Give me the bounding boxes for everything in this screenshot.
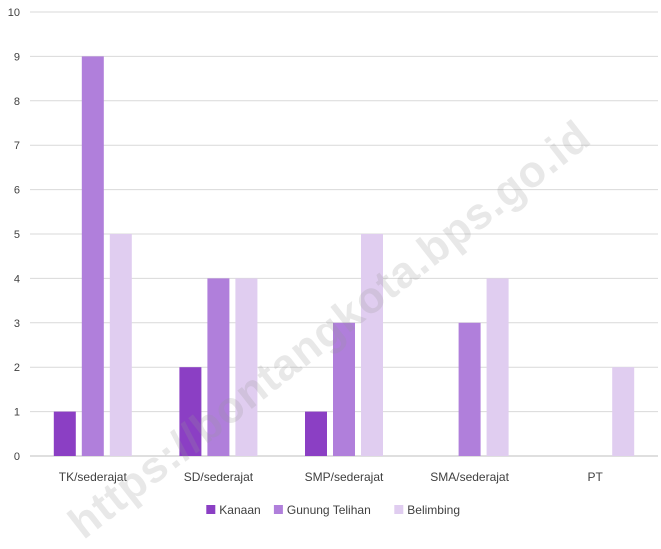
- bar: [179, 367, 202, 456]
- y-tick-label: 6: [14, 185, 20, 197]
- legend-label: Kanaan: [219, 503, 260, 517]
- bar: [361, 234, 383, 456]
- y-tick-label: 2: [14, 362, 20, 374]
- x-tick-label: SMP/sederajat: [305, 470, 384, 484]
- y-tick-label: 5: [14, 229, 20, 241]
- y-tick-label: 3: [14, 318, 20, 330]
- y-tick-label: 1: [14, 407, 20, 419]
- legend-swatch: [273, 505, 283, 514]
- bar: [53, 411, 76, 456]
- legend-swatch: [206, 505, 216, 514]
- y-tick-label: 8: [14, 96, 20, 108]
- chart-svg: 0 1 2 3 4 5 6 7 8 9 10 TK/sederajat SD/sederajat SMP/…: [8, 7, 658, 517]
- y-tick-label: 4: [14, 273, 20, 285]
- bar: [305, 411, 327, 456]
- legend-label: Gunung Telihan: [287, 503, 371, 517]
- bar: [486, 278, 509, 456]
- x-tick-label: SD/sederajat: [184, 470, 254, 484]
- x-tick-label: PT: [588, 470, 604, 484]
- legend-label: Belimbing: [407, 503, 460, 517]
- x-tick-label: TK/sederajat: [59, 470, 128, 484]
- x-tick-label: SMA/sederajat: [430, 470, 509, 484]
- bar: [81, 56, 104, 457]
- bar: [207, 278, 230, 456]
- y-tick-label: 9: [14, 51, 20, 63]
- y-tick-label: 7: [14, 140, 20, 152]
- y-tick-label: 0: [14, 451, 20, 463]
- bar-chart: 0 1 2 3 4 5 6 7 8 9 10 TK/sederajat SD/sederajat SMP/…: [8, 7, 658, 517]
- legend-swatch: [394, 505, 404, 514]
- bar: [612, 367, 635, 456]
- bar: [235, 278, 258, 456]
- bar: [109, 234, 132, 456]
- y-tick-label: 10: [8, 7, 20, 19]
- bar: [333, 322, 355, 456]
- bar: [458, 322, 481, 456]
